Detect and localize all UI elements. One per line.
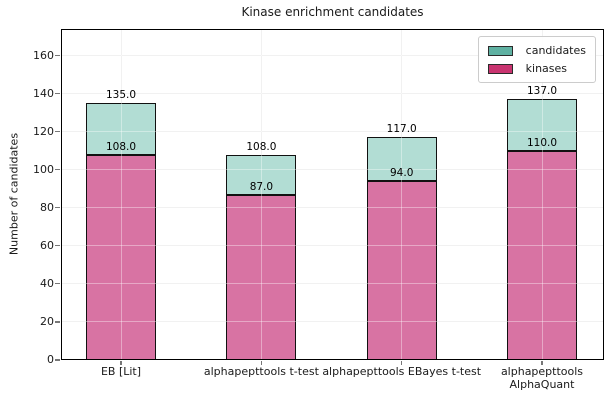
gridline-horizontal [61,131,604,133]
chart-title: Kinase enrichment candidates [241,5,424,19]
y-tick-mark [55,93,60,95]
y-tick-mark [55,359,60,361]
gridline-horizontal [61,169,604,171]
y-tick-mark [55,283,60,285]
gridline-horizontal [61,245,604,247]
y-tick-label: 80 [40,200,54,214]
x-tick-label: alphapepttools EBayes t-test [322,365,482,378]
gridline-overlay-vertical [541,29,543,360]
gridline-overlay-horizontal [61,169,604,171]
gridline-overlay-horizontal [61,283,604,285]
x-tick-mark [541,361,543,365]
bar-kinases-label: 108.0 [105,140,137,153]
y-tick-label: 40 [40,276,54,290]
y-tick-mark [55,131,60,133]
x-tick-label: EB [Lit] [100,365,142,378]
bar-total-label: 108.0 [246,140,277,153]
y-tick-label: 140 [33,86,54,100]
y-tick-label: 0 [47,353,54,366]
bar-total-label: 137.0 [526,85,558,98]
gridline-horizontal [61,93,604,95]
gridline-overlay-vertical [401,29,403,360]
gridline-horizontal [61,321,604,323]
bar-total-label: 117.0 [386,123,417,136]
gridline-overlay-horizontal [61,207,604,209]
gridline-overlay-horizontal [61,55,604,57]
y-tick-label: 60 [40,238,54,252]
x-tick-mark [120,361,122,365]
bar-segment-candidates [226,154,297,195]
legend-entry: candidates [487,44,586,57]
bar-kinases-label: 110.0 [526,136,558,149]
gridline-overlay-horizontal [61,93,604,95]
bar-segment-kinases [366,181,437,360]
gridline-horizontal [61,207,604,209]
candidates-swatch [487,45,513,56]
y-tick-mark [55,245,60,247]
x-tick-label: alphapepttools t-test [203,365,319,378]
y-tick-mark [55,207,60,209]
gridline-overlay-horizontal [61,321,604,323]
gridline-overlay-horizontal [61,245,604,247]
y-tick-label: 100 [33,162,54,176]
y-axis-label: Number of candidates [7,132,21,256]
y-tick-mark [55,55,60,57]
legend-entry-label: kinases [525,62,568,75]
gridline-overlay-vertical [120,29,122,360]
legend-entry-label: candidates [525,44,586,57]
legend: candidates kinases [477,36,596,83]
bar-kinases-label: 94.0 [389,167,414,180]
x-tick-label: alphapepttools AlphaQuant [500,365,584,391]
gridline-horizontal [61,55,604,57]
bar-kinases-label: 87.0 [249,180,274,193]
legend-entry: kinases [487,62,586,75]
gridline-overlay-horizontal [61,131,604,133]
gridline-horizontal [61,283,604,285]
bar-segment-kinases [86,154,156,360]
gridline-overlay-vertical [260,29,262,360]
bar-segment-kinases [226,194,297,360]
bar-segment-kinases [507,150,577,360]
y-tick-label: 120 [33,124,54,138]
plot-area: 135.0 108.0 108.0 87.0 117.0 94.0 137.0 110.0 c… [61,29,604,360]
y-tick-mark [55,321,60,323]
bar-segment-candidates [507,99,577,151]
x-tick-mark [401,361,403,365]
x-tick-mark [260,361,262,365]
bar-total-label: 135.0 [105,89,137,102]
kinases-swatch [487,63,513,74]
bar-segment-candidates [366,137,437,182]
y-tick-label: 20 [40,314,54,328]
y-tick-mark [55,169,60,171]
y-tick-label: 160 [33,48,54,62]
bar-segment-candidates [86,103,156,155]
